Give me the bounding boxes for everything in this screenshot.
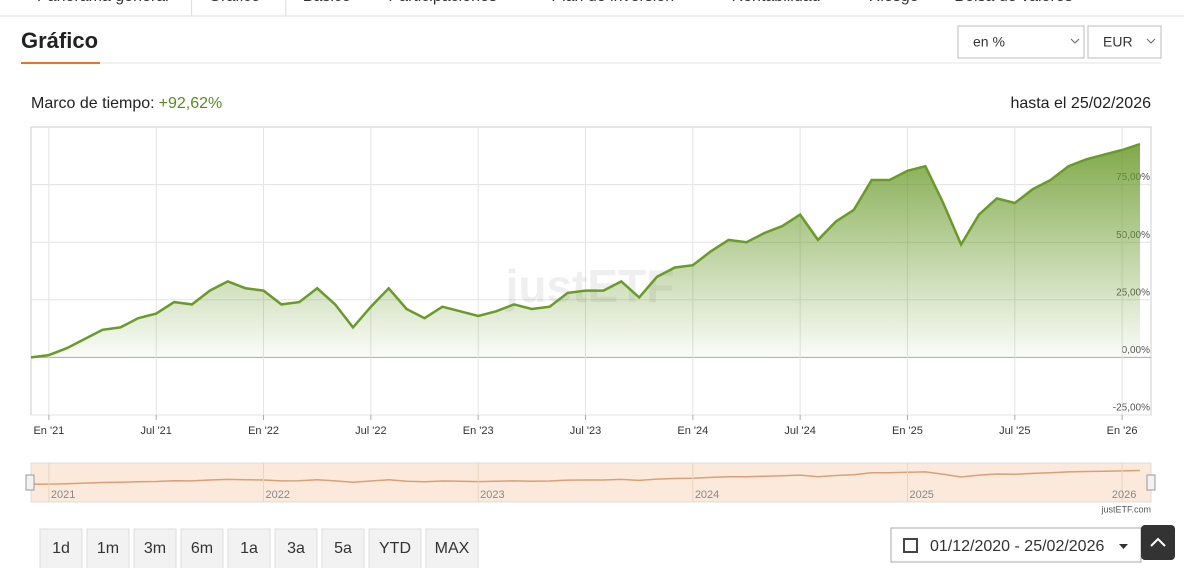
range-button-label[interactable]: MAX <box>435 540 470 557</box>
range-button[interactable] <box>133 528 177 568</box>
range-button[interactable] <box>274 528 318 568</box>
period-return: +92,62% <box>159 95 223 112</box>
navigator-label: 2023 <box>480 489 504 501</box>
x-tick-label: En '26 <box>1107 425 1138 437</box>
navigator-label: 2024 <box>695 489 719 501</box>
range-button[interactable] <box>39 528 83 568</box>
range-button-label[interactable]: 6m <box>191 540 213 557</box>
currency-select-text[interactable]: EUR <box>1103 34 1133 50</box>
period-info: Marco de tiempo: +92,62% <box>31 95 222 112</box>
x-tick-label: Jul '22 <box>355 425 386 437</box>
chevron <box>1070 38 1080 44</box>
tab[interactable]: Panorama general <box>37 0 169 5</box>
unit-select[interactable] <box>957 25 1085 59</box>
caret <box>1119 544 1128 549</box>
range-button-label[interactable]: YTD <box>379 540 411 557</box>
x-tick-label: En '21 <box>33 425 64 437</box>
range-button-label[interactable]: 1m <box>97 540 119 557</box>
arrow-up <box>1150 537 1166 547</box>
navigator-line <box>30 469 1141 486</box>
until-date: hasta el 25/02/2026 <box>1010 95 1151 112</box>
x-tick-label: Jul '23 <box>570 425 601 437</box>
heading: Gráfico <box>21 28 98 53</box>
tab[interactable]: Participaciones <box>388 0 497 5</box>
range-button[interactable] <box>180 528 224 568</box>
x-tick-label: Jul '24 <box>784 425 815 437</box>
range-button[interactable] <box>368 528 422 568</box>
navigator-handle[interactable] <box>1146 474 1156 491</box>
tab[interactable]: Rentabilidad <box>732 0 821 5</box>
y-tick-label: -25,00% <box>1113 403 1150 414</box>
line <box>30 142 1141 359</box>
navigator-label: 2022 <box>266 489 290 501</box>
range-button-label[interactable]: 1d <box>52 540 70 557</box>
x-tick-label: En '23 <box>463 425 494 437</box>
navigator-label: 2025 <box>909 489 933 501</box>
range-button[interactable] <box>86 528 130 568</box>
range-button-label[interactable]: 3a <box>287 540 305 557</box>
heading-underline <box>21 62 100 64</box>
x-tick-label: En '22 <box>248 425 279 437</box>
tab[interactable]: Plan de inversión <box>551 0 674 5</box>
date-range[interactable]: 01/12/2020 - 25/02/2026 <box>930 538 1104 555</box>
range-button[interactable] <box>425 528 479 568</box>
range-button[interactable] <box>321 528 365 568</box>
credit: justETF.com <box>1100 504 1151 514</box>
x-tick-label: Jul '21 <box>140 425 171 437</box>
currency-select[interactable] <box>1087 25 1162 59</box>
tab[interactable]: Básico <box>303 0 351 5</box>
date-picker[interactable] <box>890 527 1142 563</box>
navigator-handle[interactable] <box>25 474 35 491</box>
tab[interactable]: Bolsa de valores <box>954 0 1072 5</box>
calendar-icon <box>903 538 918 553</box>
range-button[interactable] <box>227 528 271 568</box>
period-label: Marco de tiempo: <box>31 95 155 112</box>
scroll-top[interactable] <box>1141 525 1175 560</box>
range-button-label[interactable]: 3m <box>144 540 166 557</box>
x-tick-label: En '25 <box>892 425 923 437</box>
x-tick-label: Jul '25 <box>999 425 1030 437</box>
tab[interactable]: Gráfico <box>209 0 261 5</box>
tab[interactable]: Riesgo <box>869 0 919 5</box>
unit-select-text[interactable]: en % <box>973 34 1005 50</box>
x-tick-label: En '24 <box>677 425 708 437</box>
range-button-label[interactable]: 5a <box>334 540 352 557</box>
chevron <box>1146 38 1156 44</box>
navigator-label: 2026 <box>1112 489 1136 501</box>
navigator-label: 2021 <box>51 489 75 501</box>
navigator[interactable] <box>30 462 1152 503</box>
range-button-label[interactable]: 1a <box>240 540 258 557</box>
